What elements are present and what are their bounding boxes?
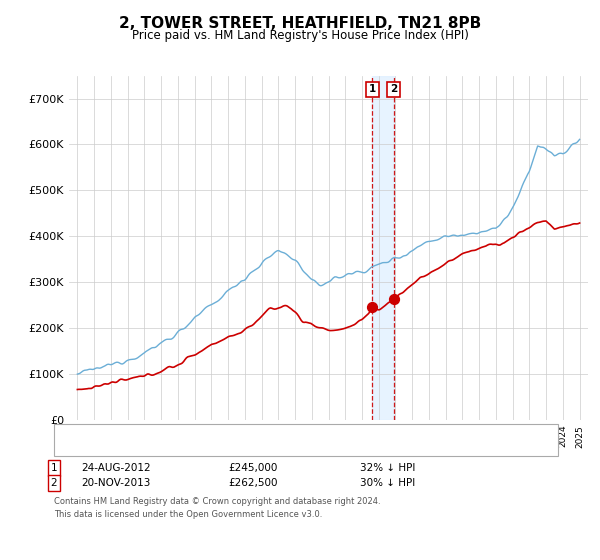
Text: This data is licensed under the Open Government Licence v3.0.: This data is licensed under the Open Gov… [54,510,322,519]
Text: 2, TOWER STREET, HEATHFIELD, TN21 8PB: 2, TOWER STREET, HEATHFIELD, TN21 8PB [119,16,481,31]
Bar [373,76,394,420]
Text: 2: 2 [390,85,397,95]
Text: Contains HM Land Registry data © Crown copyright and database right 2024.: Contains HM Land Registry data © Crown c… [54,497,380,506]
Text: 24-AUG-2012: 24-AUG-2012 [81,463,151,473]
Text: 1: 1 [50,463,58,473]
Bar [580,76,588,420]
Text: £245,000: £245,000 [228,463,277,473]
Text: Price paid vs. HM Land Registry's House Price Index (HPI): Price paid vs. HM Land Registry's House … [131,29,469,42]
Text: 2: 2 [50,478,58,488]
Text: HPI: Average price, detached house, Wealden: HPI: Average price, detached house, Weal… [103,442,331,452]
Text: 32% ↓ HPI: 32% ↓ HPI [360,463,415,473]
Point [389,295,398,304]
Text: 20-NOV-2013: 20-NOV-2013 [81,478,151,488]
Text: 30% ↓ HPI: 30% ↓ HPI [360,478,415,488]
Text: 2, TOWER STREET, HEATHFIELD, TN21 8PB (detached house): 2, TOWER STREET, HEATHFIELD, TN21 8PB (d… [103,428,407,438]
Point [368,303,377,312]
Text: £262,500: £262,500 [228,478,277,488]
Text: 1: 1 [369,85,376,95]
